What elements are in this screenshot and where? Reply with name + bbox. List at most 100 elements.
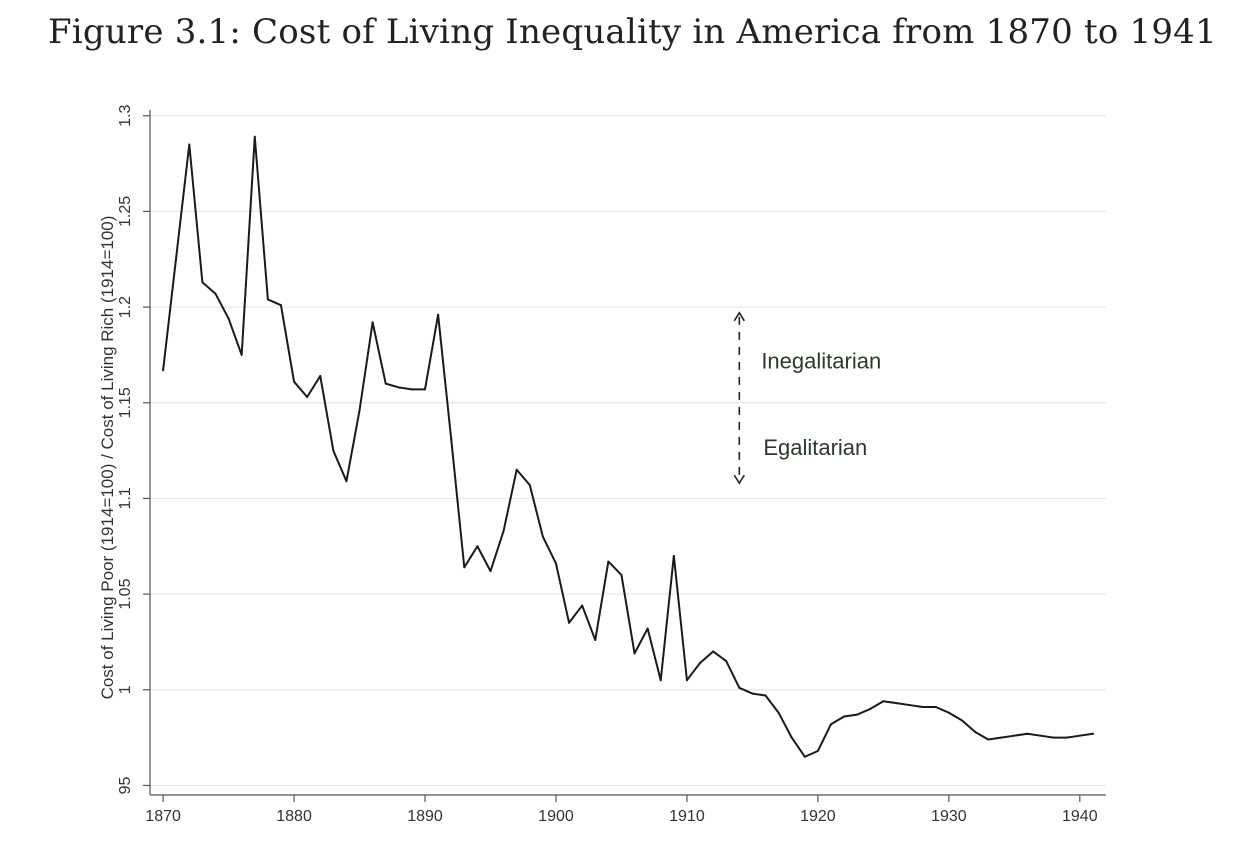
data-point [502, 529, 505, 532]
data-point [397, 386, 400, 389]
annotation-arrowhead-down [733, 474, 745, 485]
data-point [384, 382, 387, 385]
data-point [528, 484, 531, 487]
data-point [1013, 734, 1016, 737]
data-point [201, 281, 204, 284]
y-tick-label: 1 [117, 685, 134, 694]
y-axis-ticks: 95 1 1.05 1.1 1.15 1.2 1.25 1.3 [117, 105, 150, 794]
data-point [306, 396, 309, 399]
data-point [685, 679, 688, 682]
x-tick-label: 1940 [1062, 808, 1098, 825]
data-point [908, 704, 911, 707]
x-tick-label: 1890 [407, 808, 443, 825]
data-point [1078, 734, 1081, 737]
data-point [188, 143, 191, 146]
data-point [227, 317, 230, 320]
data-point [816, 749, 819, 752]
annotation-inegalitarian-label: Inegalitarian [761, 349, 881, 374]
y-tick-label: 1.2 [117, 296, 134, 318]
x-tick-label: 1910 [669, 808, 705, 825]
data-point [1026, 732, 1029, 735]
data-point [856, 713, 859, 716]
annotation-egalitarian-label: Egalitarian [763, 435, 867, 460]
data-point [882, 700, 885, 703]
data-point [987, 738, 990, 741]
data-point [764, 694, 767, 697]
data-point [424, 388, 427, 391]
y-tick-label: 95 [117, 776, 134, 794]
y-tick-label: 1.1 [117, 487, 134, 509]
y-axis-label: Cost of Living Poor (1914=100) / Cost of… [98, 216, 117, 700]
data-point [541, 535, 544, 538]
data-point [725, 660, 728, 663]
x-tick-label: 1900 [538, 808, 574, 825]
data-point [594, 639, 597, 642]
data-point [293, 380, 296, 383]
data-point [843, 715, 846, 718]
data-point [633, 652, 636, 655]
x-tick-label: 1920 [800, 808, 836, 825]
data-point [175, 256, 178, 259]
annotation-arrowhead-up [733, 311, 745, 322]
data-point [214, 292, 217, 295]
data-point [960, 719, 963, 722]
data-point [947, 711, 950, 714]
data-point [790, 736, 793, 739]
data-point [659, 679, 662, 682]
series-line [162, 135, 1094, 758]
x-tick-label: 1870 [145, 808, 181, 825]
data-point [607, 560, 610, 563]
data-point [803, 755, 806, 758]
y-tick-label: 1.25 [117, 196, 134, 227]
data-point [266, 298, 269, 301]
figure-title: Figure 3.1: Cost of Living Inequality in… [48, 12, 1217, 52]
data-point [476, 545, 479, 548]
x-axis-ticks: 1870 1880 1890 1900 1910 1920 1930 1940 [145, 795, 1098, 825]
data-point [240, 353, 243, 356]
data-point [921, 705, 924, 708]
data-point [371, 321, 374, 324]
x-tick-label: 1930 [931, 808, 967, 825]
data-point [712, 650, 715, 653]
data-point [253, 135, 256, 138]
data-point [777, 711, 780, 714]
data-point [1000, 736, 1003, 739]
data-point [410, 388, 413, 391]
data-point [672, 554, 675, 557]
data-point [279, 304, 282, 307]
data-point [1091, 732, 1094, 735]
data-point [450, 438, 453, 441]
data-point [515, 468, 518, 471]
data-point [620, 573, 623, 576]
data-point [581, 604, 584, 607]
data-point [358, 409, 361, 412]
data-point [1065, 736, 1068, 739]
data-point [869, 707, 872, 710]
data-points [162, 135, 1094, 758]
gridlines [150, 115, 1106, 787]
annotation: Inegalitarian Egalitarian [733, 311, 881, 485]
data-point [751, 692, 754, 695]
y-tick-label: 1.3 [117, 105, 134, 127]
data-point [646, 627, 649, 630]
data-point [699, 661, 702, 664]
data-point [463, 566, 466, 569]
x-tick-label: 1880 [276, 808, 312, 825]
data-point [895, 702, 898, 705]
data-point [738, 686, 741, 689]
data-point [489, 570, 492, 573]
data-point [974, 730, 977, 733]
y-tick-label: 1.05 [117, 578, 134, 609]
data-point [332, 449, 335, 452]
data-point [934, 705, 937, 708]
data-point [554, 562, 557, 565]
data-point [829, 723, 832, 726]
data-point [1052, 736, 1055, 739]
data-point [162, 369, 165, 372]
data-point [345, 480, 348, 483]
data-point [568, 621, 571, 624]
data-point [1039, 734, 1042, 737]
data-point [437, 313, 440, 316]
y-tick-label: 1.15 [117, 387, 134, 418]
